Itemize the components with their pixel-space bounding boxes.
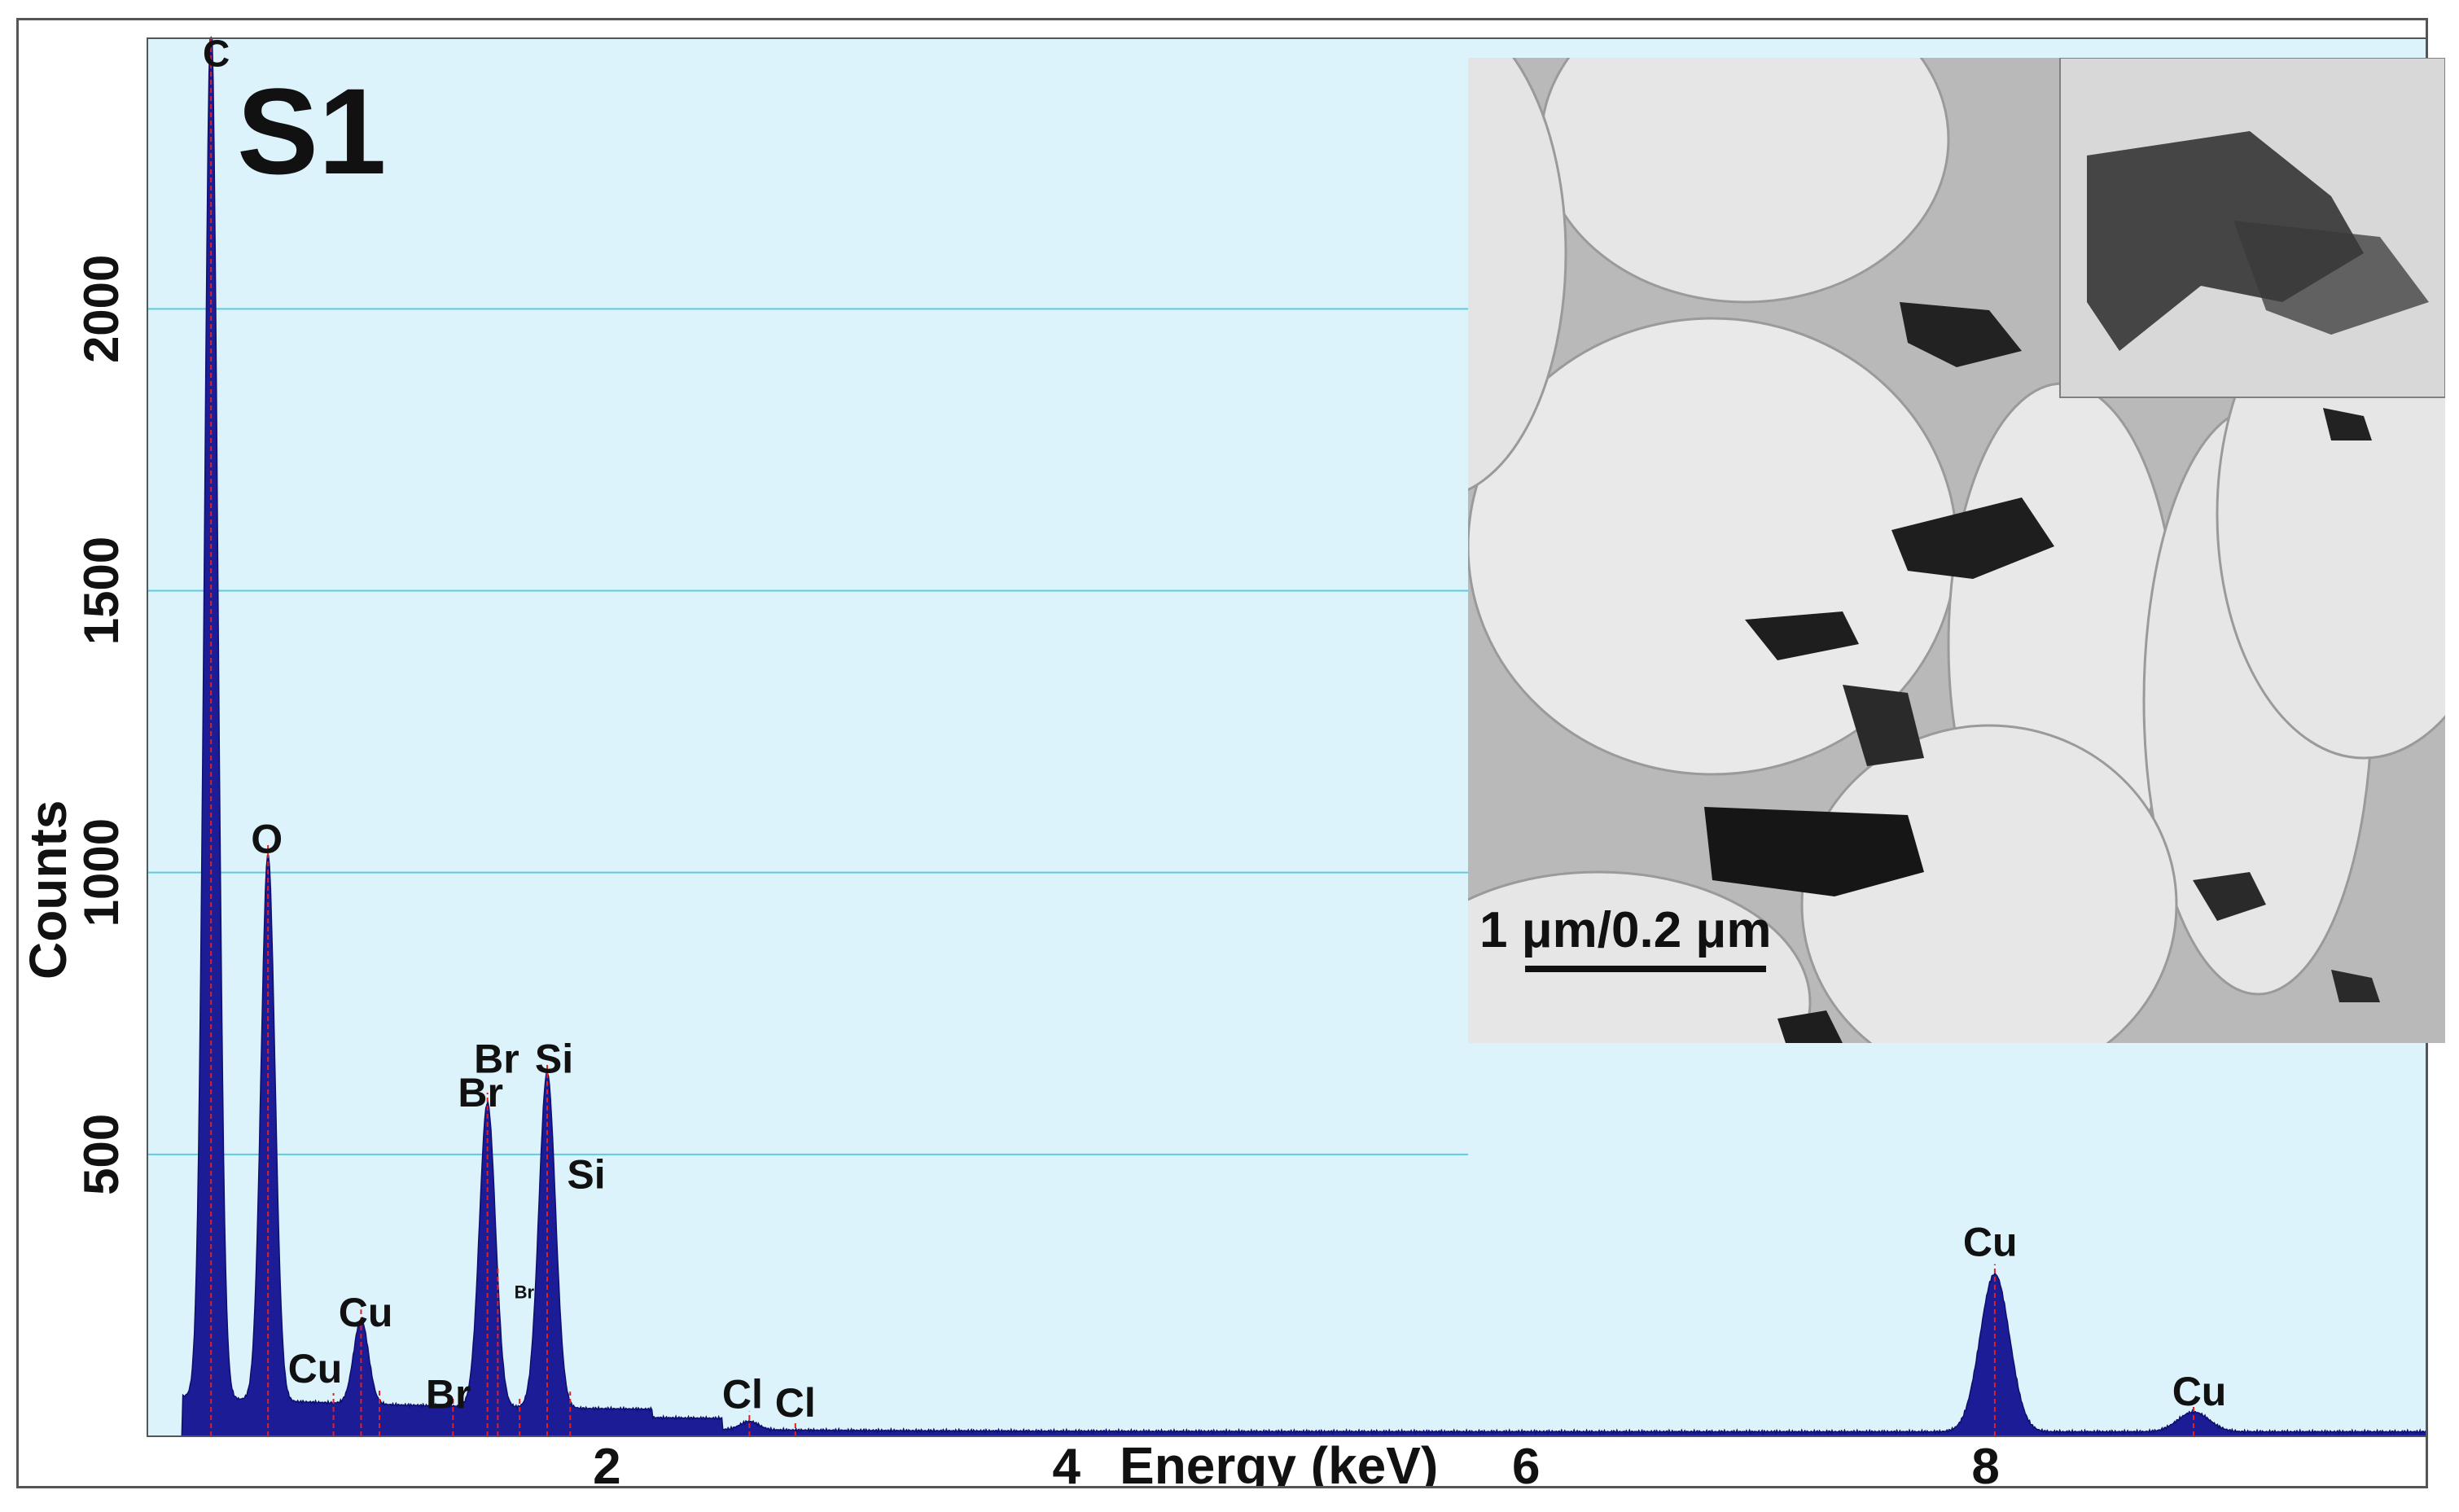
peak-label: Cu: [2172, 1369, 2227, 1414]
x-axis-label: Energy (keV): [1120, 1436, 1438, 1486]
x-tick-label: 6: [1512, 1439, 1540, 1486]
peak-label: Cu: [288, 1346, 343, 1391]
peak-label: C: [203, 33, 230, 75]
y-tick-label: 1000: [74, 818, 129, 927]
holey-carbon-hole: [1468, 870, 1812, 1043]
peak-label: Cu: [339, 1290, 393, 1335]
peak-label: Si: [567, 1151, 605, 1197]
peak-label: Cl: [722, 1371, 763, 1417]
plot-area-border: [147, 37, 2426, 1437]
particle-cluster: [1704, 807, 1924, 896]
y-tick-label: 500: [74, 1114, 129, 1195]
holey-carbon-hole: [1468, 58, 1567, 492]
particle-cluster: [1891, 497, 2054, 579]
particle-cluster: [2087, 131, 2364, 351]
x-tick-label: 8: [1971, 1439, 1999, 1486]
x-tick-label: 4: [1053, 1439, 1081, 1486]
particle-cluster: [1843, 685, 1924, 766]
peak-label: Cu: [1963, 1219, 2018, 1264]
scale-bar-label: 1 μm/0.2 μm: [1479, 902, 1772, 958]
tem-inset-image: 1 μm/0.2 μm: [1468, 58, 2445, 1043]
particle-cluster: [1777, 1010, 1843, 1043]
particle-cluster: [2193, 872, 2266, 921]
peak-label: Cl: [775, 1380, 816, 1426]
holey-carbon-hole: [1800, 724, 2178, 1043]
peak-label: Si: [535, 1036, 573, 1081]
peak-label: Br: [426, 1371, 471, 1417]
y-tick-label: 2000: [74, 255, 129, 363]
spectrum-fill: [181, 36, 2426, 1437]
x-tick-label: 2: [593, 1439, 620, 1486]
peak-label: Br: [515, 1282, 535, 1302]
peak-markers: [210, 38, 2194, 1436]
panel-label: S1: [237, 63, 386, 199]
y-tick-label: 1500: [74, 537, 129, 645]
peak-label: O: [251, 816, 283, 861]
scale-bar: [1525, 966, 1766, 972]
plot-border: [147, 37, 2426, 1437]
particle-cluster: [1745, 611, 1859, 660]
peak-label: Br: [458, 1070, 503, 1115]
particle-cluster: [2331, 970, 2380, 1002]
spectrum-area: [181, 36, 2426, 1437]
particle-cluster: [1900, 302, 2022, 367]
grid-lines: [147, 308, 1468, 1155]
peak-label: Br: [474, 1036, 519, 1081]
particle-cluster: [2323, 408, 2372, 440]
y-tick-labels: 500 1000 1500 2000: [74, 255, 129, 1195]
particle-cluster: [2233, 221, 2429, 335]
x-tick-labels: 2 4 6 8: [593, 1439, 2000, 1486]
y-axis-label: Counts: [19, 800, 77, 980]
tem-micrograph: [1468, 58, 2445, 1043]
